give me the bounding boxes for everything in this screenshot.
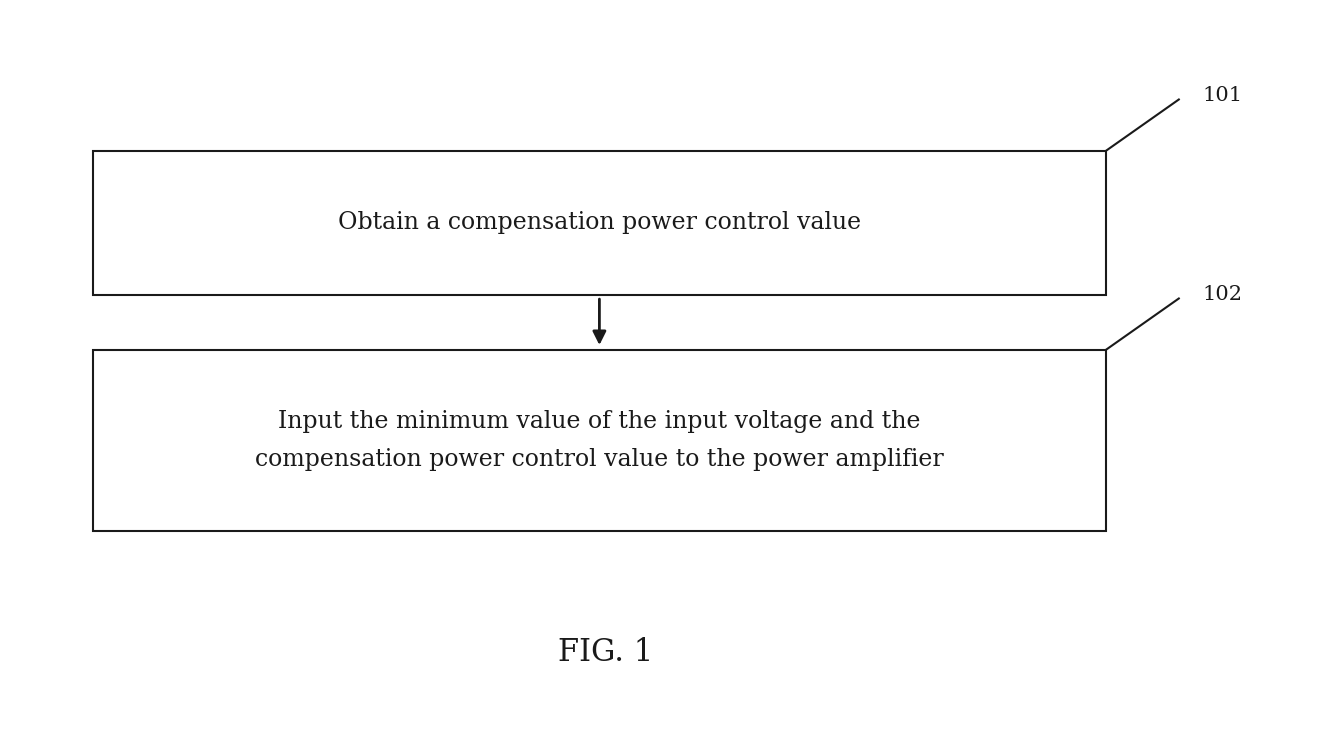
Bar	[93, 350, 1106, 531]
Bar	[93, 151, 1106, 295]
Text: 102: 102	[1203, 285, 1243, 304]
Text: Input the minimum value of the input voltage and the
compensation power control : Input the minimum value of the input vol…	[254, 411, 944, 470]
Text: 101: 101	[1203, 86, 1243, 105]
Text: FIG. 1: FIG. 1	[558, 637, 654, 668]
Text: Obtain a compensation power control value: Obtain a compensation power control valu…	[338, 212, 860, 234]
